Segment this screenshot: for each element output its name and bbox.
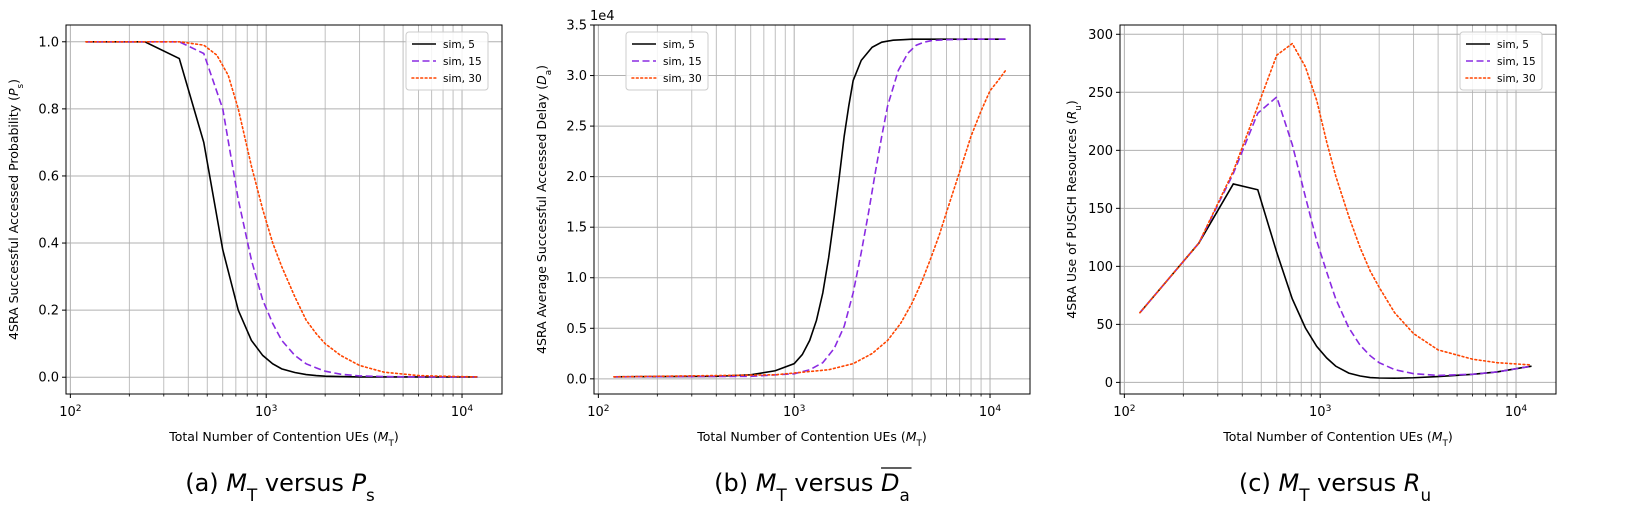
x-axis-label: Total Number of Contention UEs (MT​)	[1222, 429, 1453, 449]
y-tick-label: 0	[1105, 376, 1113, 391]
y-tick-label: 0.2	[38, 304, 59, 319]
y-tick-label: 3.5	[566, 19, 587, 34]
series-line-sim-15	[613, 38, 1006, 378]
series-line-sim-5	[1139, 183, 1532, 380]
series-line-sim-5	[85, 40, 478, 378]
legend-label: sim, 30	[443, 73, 482, 85]
axes-frame	[1119, 24, 1557, 395]
y-tick-label: 1.0	[566, 271, 587, 286]
legend-box	[625, 31, 709, 91]
legend-label: sim, 15	[1497, 56, 1536, 68]
x-tick-label: 104​	[451, 404, 474, 420]
series-line-sim-30	[85, 40, 479, 378]
axes-frame	[65, 24, 503, 395]
y-tick-label: 0.5	[566, 322, 587, 337]
y-tick-label: 0.6	[38, 169, 59, 184]
legend-label: sim, 30	[1497, 73, 1536, 85]
series-line-sim-15	[1139, 95, 1532, 377]
y-axis-label: 4SRA Use of PUSCH Resources (Ru​)	[1064, 100, 1084, 318]
x-axis-label: Total Number of Contention UEs (MT​)	[168, 429, 399, 449]
y-tick-label: 2.0	[566, 170, 587, 185]
x-tick-label: 102​	[587, 404, 609, 420]
subplot-caption: (c) MT​ versus Ru​	[1239, 469, 1431, 505]
series-line-sim-30	[613, 69, 1007, 378]
x-axis-label: Total Number of Contention UEs (MT​)	[696, 429, 927, 449]
y-tick-label: 1.5	[566, 221, 587, 236]
y-tick-label: 1.0	[38, 35, 59, 50]
axes-frame	[593, 24, 1031, 395]
x-tick-label: 102​	[59, 404, 81, 420]
legend-label: sim, 5	[663, 39, 695, 51]
x-tick-label: 103​	[1309, 404, 1332, 420]
y-tick-label: 0.0	[38, 371, 59, 386]
y-axis-label: 4SRA Average Successful Accessed Delay (…	[534, 65, 554, 354]
y-multiplier: 1e4	[590, 9, 615, 24]
subplot-caption: (b) MT​ versus Da​	[714, 469, 910, 505]
y-tick-label: 300	[1088, 28, 1113, 43]
grid	[66, 25, 502, 394]
subplot-2: 0 50 100 150 200 250 300 102​ 103​ 104​ Total Numb…	[1064, 24, 1557, 505]
y-tick-label: 0.8	[38, 102, 59, 117]
subplot-0: 0.0 0.2 0.4 0.6 0.8 1.0 102​ 103​ 104​ Total Numb…	[6, 24, 503, 505]
legend-label: sim, 5	[1497, 39, 1529, 51]
grid	[594, 24, 1030, 394]
x-tick-label: 103​	[255, 404, 278, 420]
y-tick-label: 200	[1088, 144, 1113, 159]
legend: sim, 5 sim, 15 sim, 30	[405, 31, 489, 91]
y-axis-label: 4SRA Successful Accessed Probability (Ps…	[6, 79, 26, 340]
subplot-caption: (a) MT​ versus Ps​	[185, 469, 375, 505]
x-tick-label: 104​	[1505, 404, 1528, 420]
subplot-1: 0.0 0.5 1.0 1.5 2.0 2.5 3.0 3.5 102​ 103​ 104​ 1e4 T…	[534, 9, 1031, 505]
y-tick-label: 100	[1088, 260, 1113, 275]
y-tick-label: 150	[1088, 202, 1113, 217]
y-tick-label: 3.0	[566, 69, 587, 84]
x-tick-label: 103​	[783, 404, 806, 420]
series-line-sim-5	[613, 38, 1006, 378]
y-tick-label: 0.0	[566, 372, 587, 387]
x-tick-label: 104​	[979, 404, 1002, 420]
legend-label: sim, 30	[663, 73, 702, 85]
legend-label: sim, 15	[443, 56, 482, 68]
y-tick-label: 250	[1088, 86, 1113, 101]
x-tick-label: 102​	[1113, 404, 1135, 420]
legend: sim, 5 sim, 15 sim, 30	[625, 31, 709, 91]
legend-box	[1459, 31, 1543, 91]
legend: sim, 5 sim, 15 sim, 30	[1459, 31, 1543, 91]
y-tick-label: 2.5	[566, 120, 587, 135]
legend-box	[405, 31, 489, 91]
y-tick-label: 0.4	[38, 237, 59, 252]
legend-label: sim, 5	[443, 39, 475, 51]
y-tick-label: 50	[1096, 318, 1113, 333]
series-line-sim-15	[85, 40, 478, 378]
legend-label: sim, 15	[663, 56, 702, 68]
series-line-sim-30	[1139, 42, 1533, 366]
